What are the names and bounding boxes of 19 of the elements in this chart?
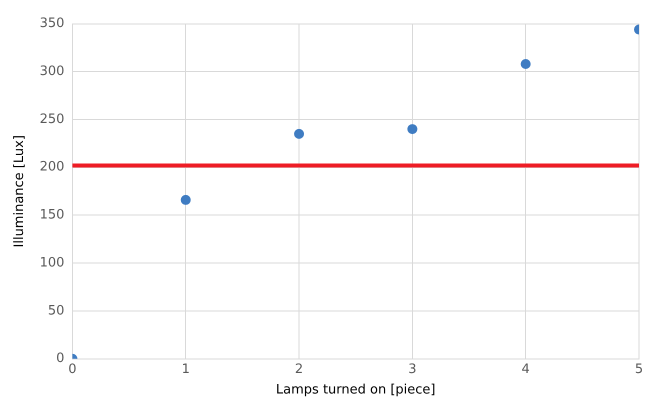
y-axis-title: Illuminance [Lux] — [12, 135, 28, 248]
y-tick-label: 250 — [40, 112, 64, 127]
x-axis-title: Lamps turned on [piece] — [276, 382, 436, 398]
x-tick-label: 1 — [182, 362, 190, 377]
y-tick-label: 150 — [40, 208, 64, 223]
y-tick-label: 0 — [56, 351, 64, 366]
y-tick-label: 100 — [40, 255, 64, 270]
y-tick-label: 50 — [48, 303, 64, 318]
y-tick-label: 350 — [40, 16, 64, 32]
x-tick-label: 0 — [68, 362, 77, 377]
y-tick-label: 300 — [40, 64, 64, 80]
x-tick-label: 4 — [522, 362, 530, 377]
point — [294, 128, 304, 139]
point — [407, 124, 418, 134]
x-tick-label: 3 — [408, 362, 417, 377]
x-tick-label: 2 — [294, 362, 304, 377]
point — [180, 194, 191, 205]
y-tick-label: 200 — [40, 160, 64, 175]
x-tick-label: 5 — [634, 362, 644, 377]
